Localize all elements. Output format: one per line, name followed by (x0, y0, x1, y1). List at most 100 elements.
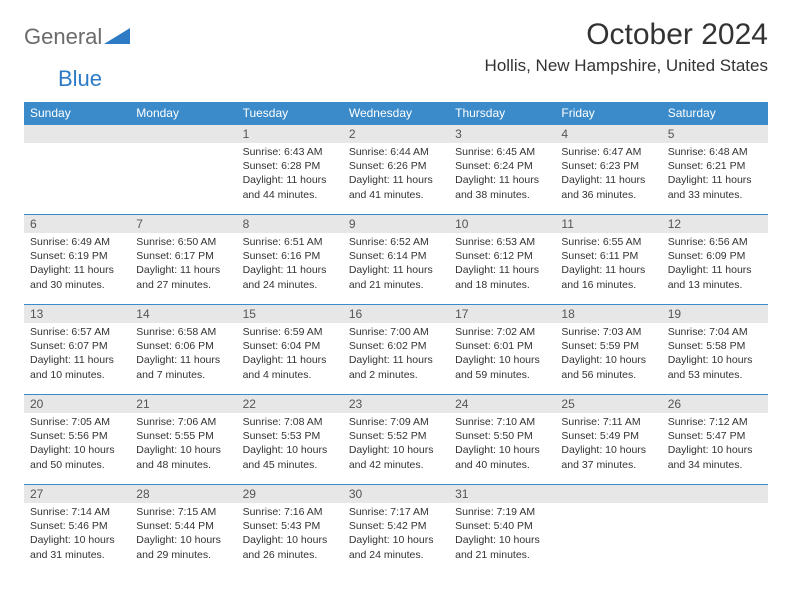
daylight-text: Daylight: 11 hours and 33 minutes. (668, 173, 762, 201)
sunset-text: Sunset: 6:11 PM (561, 249, 655, 263)
day-number: 31 (449, 485, 555, 503)
day-number: 30 (343, 485, 449, 503)
sunset-text: Sunset: 5:47 PM (668, 429, 762, 443)
calendar-cell: 27Sunrise: 7:14 AMSunset: 5:46 PMDayligh… (24, 485, 130, 575)
sunrise-text: Sunrise: 6:55 AM (561, 235, 655, 249)
cell-content: Sunrise: 7:08 AMSunset: 5:53 PMDaylight:… (237, 413, 343, 476)
sunrise-text: Sunrise: 7:17 AM (349, 505, 443, 519)
calendar-cell (24, 125, 130, 215)
daylight-text: Daylight: 11 hours and 24 minutes. (243, 263, 337, 291)
daylight-text: Daylight: 11 hours and 18 minutes. (455, 263, 549, 291)
sunset-text: Sunset: 6:01 PM (455, 339, 549, 353)
sunset-text: Sunset: 5:52 PM (349, 429, 443, 443)
logo-text-blue: Blue (58, 66, 102, 91)
sunset-text: Sunset: 6:14 PM (349, 249, 443, 263)
calendar-week-row: 6Sunrise: 6:49 AMSunset: 6:19 PMDaylight… (24, 215, 768, 305)
sunrise-text: Sunrise: 6:56 AM (668, 235, 762, 249)
cell-content: Sunrise: 7:02 AMSunset: 6:01 PMDaylight:… (449, 323, 555, 386)
calendar-cell: 18Sunrise: 7:03 AMSunset: 5:59 PMDayligh… (555, 305, 661, 395)
sunrise-text: Sunrise: 7:12 AM (668, 415, 762, 429)
sunrise-text: Sunrise: 7:03 AM (561, 325, 655, 339)
sunrise-text: Sunrise: 6:49 AM (30, 235, 124, 249)
cell-content: Sunrise: 7:05 AMSunset: 5:56 PMDaylight:… (24, 413, 130, 476)
day-header: Thursday (449, 102, 555, 125)
calendar-cell: 7Sunrise: 6:50 AMSunset: 6:17 PMDaylight… (130, 215, 236, 305)
calendar-cell (130, 125, 236, 215)
sunrise-text: Sunrise: 6:58 AM (136, 325, 230, 339)
sunset-text: Sunset: 5:50 PM (455, 429, 549, 443)
calendar-cell: 26Sunrise: 7:12 AMSunset: 5:47 PMDayligh… (662, 395, 768, 485)
day-number: 3 (449, 125, 555, 143)
cell-content: Sunrise: 7:03 AMSunset: 5:59 PMDaylight:… (555, 323, 661, 386)
calendar-cell: 5Sunrise: 6:48 AMSunset: 6:21 PMDaylight… (662, 125, 768, 215)
day-number: 24 (449, 395, 555, 413)
daylight-text: Daylight: 11 hours and 2 minutes. (349, 353, 443, 381)
sunset-text: Sunset: 5:46 PM (30, 519, 124, 533)
cell-content: Sunrise: 6:48 AMSunset: 6:21 PMDaylight:… (662, 143, 768, 206)
daylight-text: Daylight: 11 hours and 13 minutes. (668, 263, 762, 291)
cell-content: Sunrise: 6:52 AMSunset: 6:14 PMDaylight:… (343, 233, 449, 296)
sunset-text: Sunset: 5:44 PM (136, 519, 230, 533)
daylight-text: Daylight: 10 hours and 50 minutes. (30, 443, 124, 471)
sunrise-text: Sunrise: 6:43 AM (243, 145, 337, 159)
calendar-cell: 6Sunrise: 6:49 AMSunset: 6:19 PMDaylight… (24, 215, 130, 305)
calendar-table: SundayMondayTuesdayWednesdayThursdayFrid… (24, 102, 768, 575)
day-number: 17 (449, 305, 555, 323)
sunset-text: Sunset: 6:28 PM (243, 159, 337, 173)
location-text: Hollis, New Hampshire, United States (485, 56, 768, 76)
calendar-cell (662, 485, 768, 575)
day-number: 22 (237, 395, 343, 413)
calendar-week-row: 1Sunrise: 6:43 AMSunset: 6:28 PMDaylight… (24, 125, 768, 215)
calendar-week-row: 27Sunrise: 7:14 AMSunset: 5:46 PMDayligh… (24, 485, 768, 575)
daylight-text: Daylight: 10 hours and 37 minutes. (561, 443, 655, 471)
calendar-cell: 8Sunrise: 6:51 AMSunset: 6:16 PMDaylight… (237, 215, 343, 305)
calendar-cell: 29Sunrise: 7:16 AMSunset: 5:43 PMDayligh… (237, 485, 343, 575)
calendar-cell: 23Sunrise: 7:09 AMSunset: 5:52 PMDayligh… (343, 395, 449, 485)
calendar-cell: 4Sunrise: 6:47 AMSunset: 6:23 PMDaylight… (555, 125, 661, 215)
cell-content: Sunrise: 7:16 AMSunset: 5:43 PMDaylight:… (237, 503, 343, 566)
sunset-text: Sunset: 5:42 PM (349, 519, 443, 533)
daylight-text: Daylight: 10 hours and 40 minutes. (455, 443, 549, 471)
sunrise-text: Sunrise: 6:45 AM (455, 145, 549, 159)
sunset-text: Sunset: 6:17 PM (136, 249, 230, 263)
sunset-text: Sunset: 5:58 PM (668, 339, 762, 353)
cell-content: Sunrise: 6:44 AMSunset: 6:26 PMDaylight:… (343, 143, 449, 206)
title-block: October 2024 Hollis, New Hampshire, Unit… (485, 18, 768, 76)
cell-content: Sunrise: 6:56 AMSunset: 6:09 PMDaylight:… (662, 233, 768, 296)
sunrise-text: Sunrise: 6:59 AM (243, 325, 337, 339)
daylight-text: Daylight: 10 hours and 48 minutes. (136, 443, 230, 471)
sunrise-text: Sunrise: 6:53 AM (455, 235, 549, 249)
sunset-text: Sunset: 5:53 PM (243, 429, 337, 443)
sunrise-text: Sunrise: 7:04 AM (668, 325, 762, 339)
calendar-cell: 19Sunrise: 7:04 AMSunset: 5:58 PMDayligh… (662, 305, 768, 395)
daylight-text: Daylight: 11 hours and 21 minutes. (349, 263, 443, 291)
day-number: 13 (24, 305, 130, 323)
cell-content: Sunrise: 7:15 AMSunset: 5:44 PMDaylight:… (130, 503, 236, 566)
day-number: 28 (130, 485, 236, 503)
cell-content: Sunrise: 7:04 AMSunset: 5:58 PMDaylight:… (662, 323, 768, 386)
cell-content: Sunrise: 7:17 AMSunset: 5:42 PMDaylight:… (343, 503, 449, 566)
sunset-text: Sunset: 6:04 PM (243, 339, 337, 353)
day-number: 6 (24, 215, 130, 233)
day-number: 20 (24, 395, 130, 413)
sunrise-text: Sunrise: 6:48 AM (668, 145, 762, 159)
month-title: October 2024 (485, 18, 768, 52)
day-number: 8 (237, 215, 343, 233)
daylight-text: Daylight: 10 hours and 24 minutes. (349, 533, 443, 561)
sunrise-text: Sunrise: 7:10 AM (455, 415, 549, 429)
daylight-text: Daylight: 11 hours and 38 minutes. (455, 173, 549, 201)
sunset-text: Sunset: 5:43 PM (243, 519, 337, 533)
daylight-text: Daylight: 10 hours and 56 minutes. (561, 353, 655, 381)
calendar-body: 1Sunrise: 6:43 AMSunset: 6:28 PMDaylight… (24, 125, 768, 575)
sunset-text: Sunset: 6:16 PM (243, 249, 337, 263)
daylight-text: Daylight: 10 hours and 59 minutes. (455, 353, 549, 381)
calendar-cell: 28Sunrise: 7:15 AMSunset: 5:44 PMDayligh… (130, 485, 236, 575)
calendar-cell: 25Sunrise: 7:11 AMSunset: 5:49 PMDayligh… (555, 395, 661, 485)
day-number: 10 (449, 215, 555, 233)
calendar-cell: 30Sunrise: 7:17 AMSunset: 5:42 PMDayligh… (343, 485, 449, 575)
sunset-text: Sunset: 6:23 PM (561, 159, 655, 173)
calendar-cell: 10Sunrise: 6:53 AMSunset: 6:12 PMDayligh… (449, 215, 555, 305)
sunrise-text: Sunrise: 7:00 AM (349, 325, 443, 339)
sunrise-text: Sunrise: 7:09 AM (349, 415, 443, 429)
sunset-text: Sunset: 6:09 PM (668, 249, 762, 263)
